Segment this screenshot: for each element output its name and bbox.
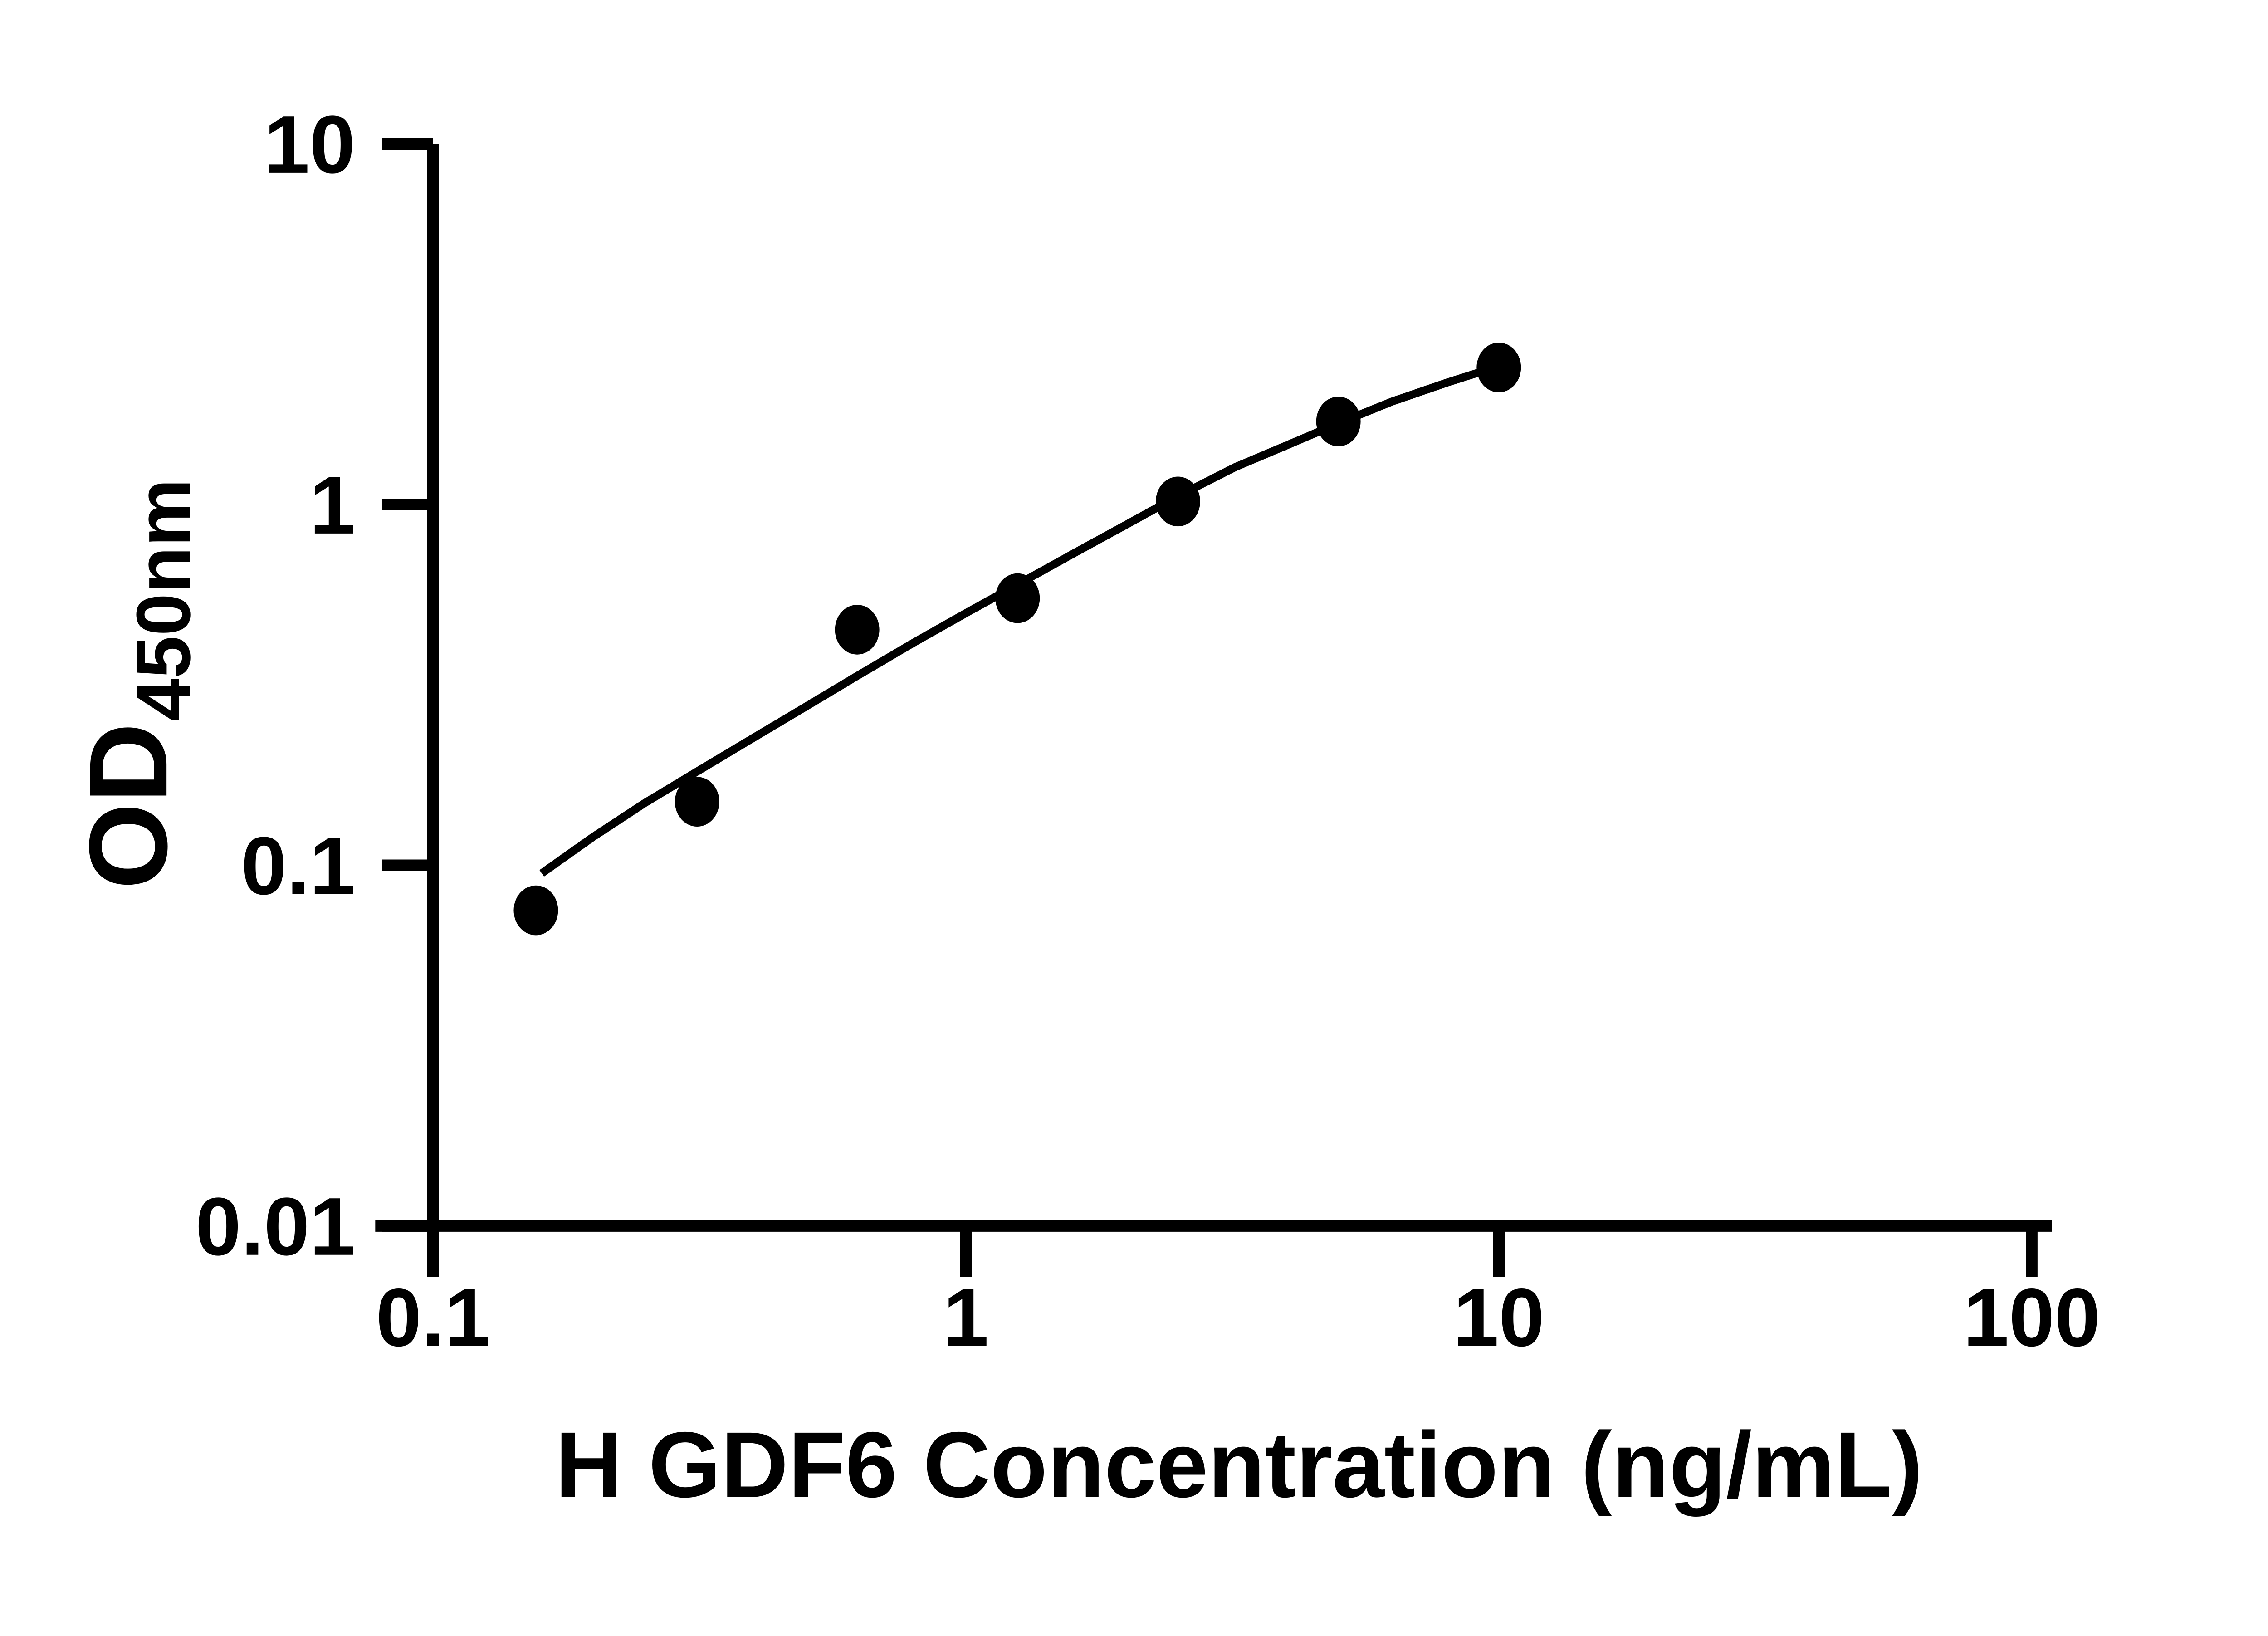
data-point bbox=[1316, 397, 1361, 446]
data-point bbox=[1155, 476, 1200, 527]
y-tick-label: 1 bbox=[310, 460, 356, 551]
x-axis-ticks: 0.1 1 10 100 bbox=[376, 1226, 2100, 1364]
data-point bbox=[675, 777, 719, 827]
y-axis-ticks: 10 1 0.1 0.01 bbox=[196, 99, 433, 1273]
x-tick-label: 1 bbox=[943, 1272, 989, 1364]
y-axis-title-main: OD bbox=[66, 723, 190, 889]
x-tick-label: 100 bbox=[1963, 1272, 2100, 1364]
y-axis-title-subscript: 450nm bbox=[121, 479, 206, 721]
y-tick-label: 10 bbox=[264, 99, 355, 191]
data-point bbox=[513, 885, 558, 936]
y-tick-label: 0.01 bbox=[196, 1181, 356, 1273]
elisa-standard-curve-figure: 0.1 1 10 100 10 1 0.1 0.01 H GDF6 Concentratio… bbox=[66, 98, 2101, 1517]
x-tick-label: 10 bbox=[1453, 1272, 1545, 1364]
data-point bbox=[1476, 343, 1521, 392]
y-axis-title: OD 450nm bbox=[66, 479, 206, 889]
x-axis-title: H GDF6 Concentration (ng/mL) bbox=[555, 1412, 1923, 1517]
data-points bbox=[513, 343, 1521, 936]
axes bbox=[375, 144, 2052, 1277]
data-point bbox=[835, 605, 880, 655]
y-tick-label: 0.1 bbox=[241, 820, 355, 912]
data-point bbox=[995, 573, 1040, 623]
x-tick-label: 0.1 bbox=[376, 1272, 490, 1364]
